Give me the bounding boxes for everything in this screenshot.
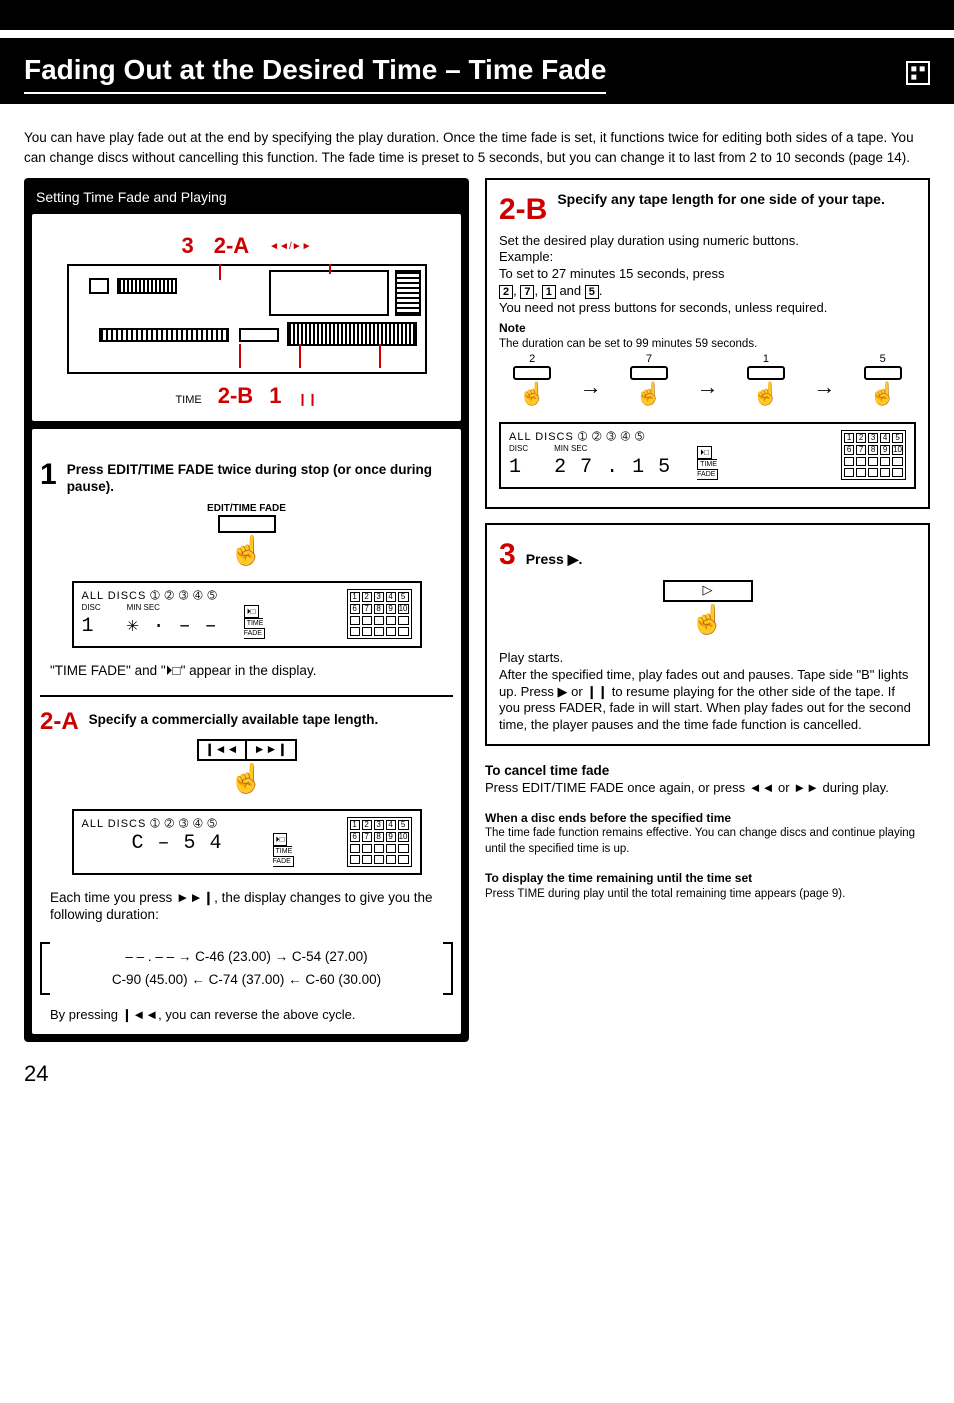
display-2a: ALL DISCS ➀ ➁ ➂ ➃ ➄ C – 5 4 ⏵□ TIMEFADE — [72, 809, 422, 875]
next-button[interactable]: ►►❙ — [247, 741, 295, 759]
display-2b: ALL DISCS ➀ ➁ ➂ ➃ ➄ DISC 1 MIN SEC 2 7 .… — [499, 422, 916, 489]
step-2b-num: 2-B — [499, 190, 547, 229]
tape-cycle: – – . – – → C-46 (23.00) → C-54 (27.00) … — [40, 942, 453, 995]
callout-1: 1 — [269, 382, 281, 411]
program-grid: 12345 678910 — [841, 430, 906, 480]
finger-icon: ☝ — [229, 765, 265, 801]
intro-paragraph: You can have play fade out at the end by… — [0, 104, 954, 177]
play-button[interactable]: ▷ — [663, 580, 753, 602]
finger-icon: ☝ — [690, 606, 726, 642]
edit-time-fade-button[interactable] — [218, 515, 276, 533]
play-starts: Play starts. — [499, 650, 916, 667]
key-5[interactable]: 5 ☝ — [864, 366, 902, 409]
step-2b-title: Specify any tape length for one side of … — [557, 190, 916, 208]
top-bar — [0, 0, 954, 30]
step-1-caption: "TIME FADE" and "⏵□" appear in the displ… — [40, 656, 453, 686]
note-text: The duration can be set to 99 minutes 59… — [499, 337, 916, 352]
key-1[interactable]: 1 ☝ — [747, 366, 785, 409]
callout-2b: 2-B — [218, 382, 253, 411]
header-icon — [906, 61, 930, 85]
p-seconds: You need not press buttons for seconds, … — [499, 300, 916, 317]
keypad-row: 2 ☝ → 7 ☝ → 1 ☝ — [499, 366, 916, 409]
device-drawing — [67, 264, 427, 374]
setting-time-fade-box: Setting Time Fade and Playing 3 2-A ◄◄/►… — [24, 178, 469, 1042]
arrow-icon: → — [580, 373, 602, 402]
note-label: Note — [499, 321, 916, 337]
remaining-text: Press TIME during play until the total r… — [485, 887, 930, 903]
callout-3: 3 — [181, 232, 193, 261]
step-1-text: Press EDIT/TIME FADE twice during stop (… — [67, 461, 453, 496]
step-3-body: After the specified time, play fades out… — [499, 667, 916, 735]
finger-icon: ☝ — [229, 537, 265, 573]
edit-time-fade-label: EDIT/TIME FADE — [40, 502, 453, 515]
display-1: ALL DISCS ➀ ➁ ➂ ➃ ➄ DISC 1 MIN SEC ✳ · — [72, 581, 422, 648]
arrow-icon: → — [696, 373, 718, 402]
p-set-duration: Set the desired play duration using nume… — [499, 233, 916, 250]
arrow-icon: → — [813, 373, 835, 402]
box-title: Setting Time Fade and Playing — [32, 186, 461, 214]
disc-ends-text: The time fade function remains effective… — [485, 826, 930, 857]
step-3-num: 3 — [499, 535, 516, 574]
step-3: 3 Press ▶. ▷ ☝ Play starts. After the sp… — [485, 523, 930, 746]
cancel-heading: To cancel time fade — [485, 762, 930, 780]
key-2[interactable]: 2 ☝ — [513, 366, 551, 409]
key-7[interactable]: 7 ☝ — [630, 366, 668, 409]
step-2b: 2-B Specify any tape length for one side… — [485, 178, 930, 509]
ams-buttons[interactable]: ❙◄◄ ►►❙ — [197, 739, 297, 761]
disc-ends-heading: When a disc ends before the specified ti… — [485, 811, 930, 827]
step-1-num: 1 — [40, 461, 57, 496]
p-keys: 2, 7, 1 and 5. — [499, 283, 916, 300]
step-3-title: Press ▶. — [526, 550, 583, 568]
step-2a-text: Specify a commercially available tape le… — [89, 711, 453, 733]
p-example: Example: — [499, 249, 916, 266]
program-grid: 12345 678910 — [347, 589, 412, 639]
program-grid: 12345 678910 — [347, 817, 412, 867]
prev-button[interactable]: ❙◄◄ — [199, 741, 247, 759]
p-to-set: To set to 27 minutes 15 seconds, press — [499, 266, 916, 283]
disc-row: ALL DISCS ➀ ➁ ➂ ➃ ➄ — [82, 589, 341, 603]
remaining-heading: To display the time remaining until the … — [485, 871, 930, 887]
step-1: 1 Press EDIT/TIME FADE twice during stop… — [32, 429, 461, 1034]
page-number: 24 — [0, 1042, 954, 1107]
callout-2a: 2-A — [214, 232, 249, 261]
device-panel: 3 2-A ◄◄/►► — [32, 214, 461, 421]
ams-label: ◄◄/►► — [269, 240, 311, 253]
cancel-text: Press EDIT/TIME FADE once again, or pres… — [485, 780, 930, 797]
step-2a-num: 2-A — [40, 711, 79, 733]
page-header: Fading Out at the Desired Time – Time Fa… — [0, 38, 954, 104]
pause-label: ❙❙ — [297, 392, 317, 408]
page-title: Fading Out at the Desired Time – Time Fa… — [24, 52, 606, 94]
step-2a-footer: By pressing ❙◄◄, you can reverse the abo… — [40, 1007, 453, 1024]
time-label: TIME — [175, 393, 201, 407]
step-2a-caption: Each time you press ►►❙, the display cha… — [40, 883, 453, 930]
